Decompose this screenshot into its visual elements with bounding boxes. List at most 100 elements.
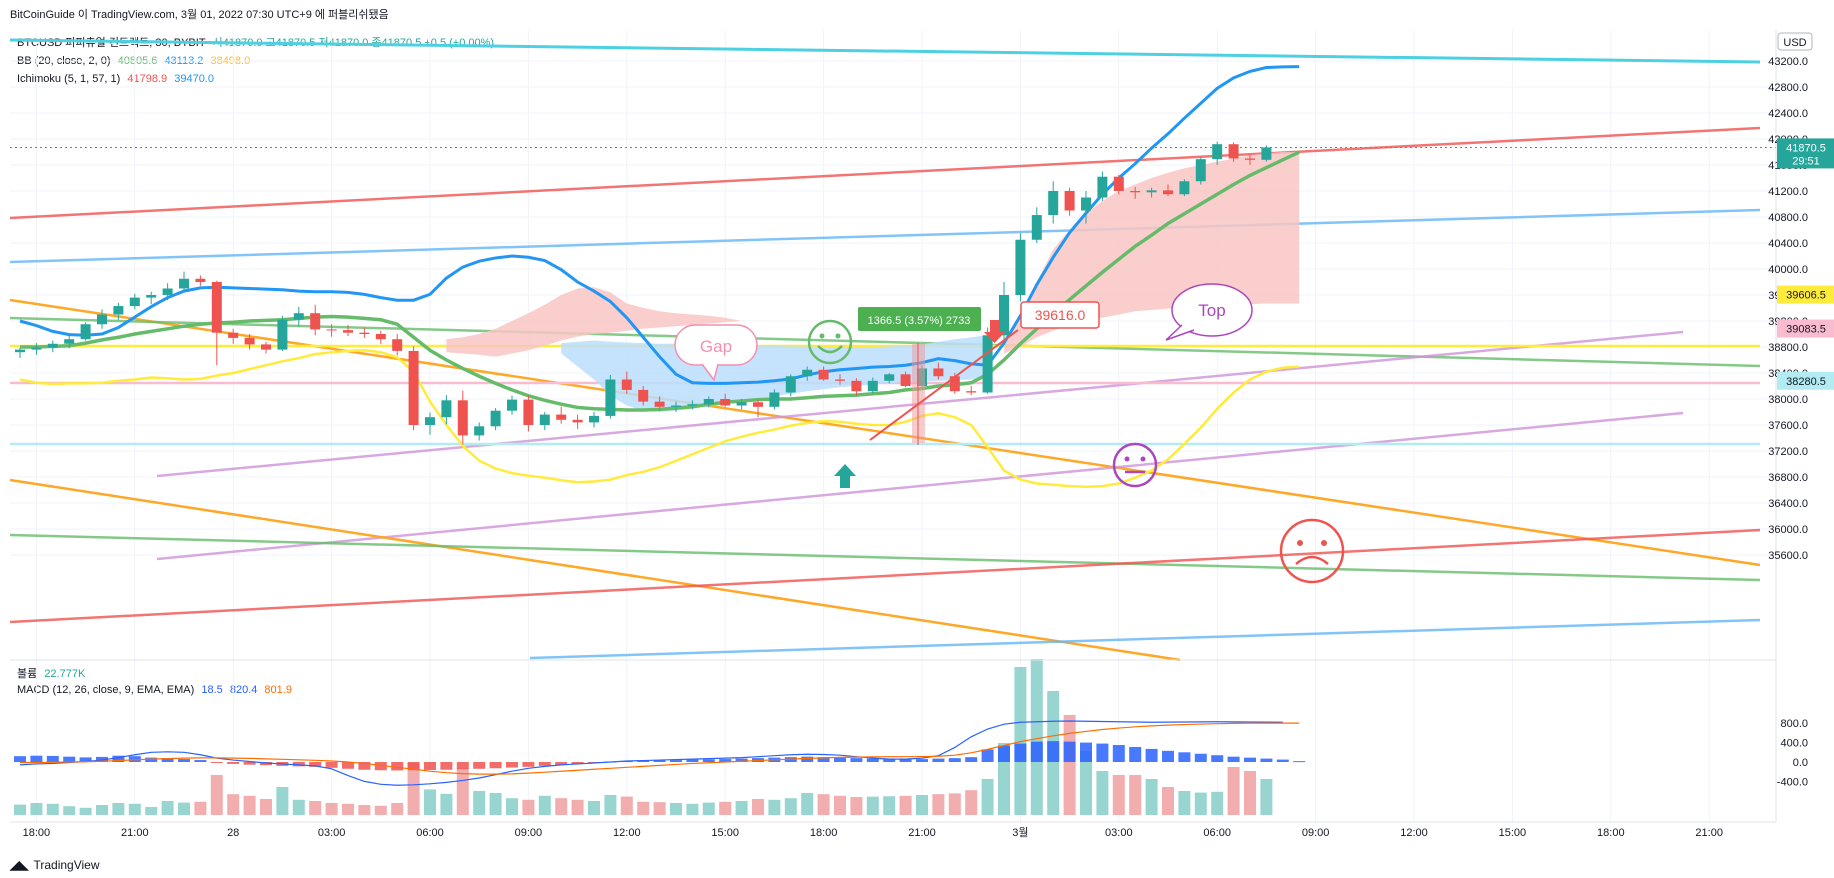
candle-up [507, 399, 517, 411]
top-callout: Top [1165, 283, 1253, 341]
price-tag-39616: 39616.0 [869, 301, 1100, 441]
footer: ◢◣ TradingView [10, 858, 100, 872]
macd-hist-bar [686, 759, 699, 762]
sad-face-icon [1279, 518, 1345, 584]
candle-up [490, 410, 501, 427]
candle-up [162, 288, 173, 295]
time-tick: 15:00 [711, 827, 739, 839]
candle-down [359, 332, 370, 334]
macd-hist-bar [735, 758, 748, 762]
macd-hist-bar [424, 762, 436, 771]
grid [10, 30, 1776, 822]
candle-up [539, 414, 550, 425]
candle-down [244, 337, 255, 345]
macd-hist-bar [440, 762, 453, 770]
candle-down [818, 369, 829, 380]
candle-down [654, 401, 665, 407]
volume-bar [1194, 792, 1207, 815]
volume-bar [145, 807, 158, 815]
macd-hist-bar [178, 759, 190, 762]
macd-tick: 400.0 [1780, 738, 1808, 750]
candle-up [425, 417, 435, 425]
candle-up [113, 306, 124, 315]
volume-bar [79, 807, 92, 815]
volume-bar [588, 801, 600, 815]
macd-hist-bar [1244, 757, 1256, 762]
candle-up [1146, 190, 1157, 193]
price-tick: 36000.0 [1768, 524, 1808, 536]
candle-up [867, 380, 878, 392]
time-axis: 18:00 21:00 28 03:00 06:00 09:00 12:00 15:00 18:… [23, 826, 1723, 839]
volume-bar [14, 804, 26, 815]
candle-down [572, 419, 583, 423]
volume-bar [932, 794, 945, 815]
macd-label[interactable]: MACD (12, 26, close, 9, EMA, EMA) [17, 684, 195, 696]
volume-value: 22.777K [44, 668, 86, 680]
volume-bar [883, 796, 896, 815]
macd-hist-bar [210, 762, 223, 763]
usd-badge[interactable]: USD [1777, 32, 1813, 51]
volume-bar [604, 795, 617, 815]
ichimoku-value-2: 39470.0 [174, 73, 214, 85]
trendline-blue-upper [9, 208, 1761, 264]
volume-legend: 볼륨 22.777K [17, 666, 292, 682]
macd-hist-bar [161, 758, 174, 762]
macd-line [19, 720, 1283, 786]
volume-bar [735, 801, 748, 815]
price-tag-text: 39616.0 [1035, 307, 1086, 323]
price-label-bg [1777, 371, 1834, 390]
candle-down [638, 389, 649, 402]
volume-label[interactable]: 볼륨 [17, 668, 38, 680]
candle-up [1212, 144, 1223, 160]
macd-hist-bar [719, 759, 732, 762]
macd-hist-bar [1063, 741, 1076, 762]
volume-bar [752, 799, 764, 815]
ichimoku-value-1: 41798.9 [127, 73, 168, 85]
volume-bar [1030, 659, 1043, 815]
volume-bar [948, 793, 961, 815]
volume-bar [1129, 775, 1142, 815]
time-tick: 21:00 [1695, 827, 1723, 839]
candle-down [375, 334, 386, 340]
tradingview-logo-icon[interactable]: ◢◣ [10, 858, 29, 872]
volume-bar [374, 805, 387, 815]
macd-hist-bar [63, 756, 76, 762]
candle-up [179, 278, 189, 289]
candle-down [228, 332, 239, 338]
volume-bar [1162, 787, 1174, 815]
macd-tick: 0.0 [1793, 757, 1808, 769]
macd-hist-bar [309, 762, 322, 767]
candle-up [1261, 147, 1272, 160]
macd-hist-bar [145, 757, 158, 762]
macd-hist-bar [1096, 743, 1109, 762]
volume-bar [1260, 779, 1273, 815]
candle-up [441, 400, 452, 418]
macd-hist-bar [866, 758, 879, 762]
time-tick: 21:00 [121, 827, 149, 839]
time-tick: 18:00 [23, 827, 51, 839]
candle-up [146, 295, 157, 298]
candle-down [1130, 191, 1141, 193]
volume-bar [850, 797, 863, 815]
volume-bar [440, 793, 453, 815]
price-label-bg [1777, 138, 1834, 169]
cloud-blue [561, 335, 988, 412]
macd-hist-bar [1080, 742, 1092, 762]
candle-up [1097, 176, 1108, 198]
ichimoku-label[interactable]: Ichimoku (5, 1, 57, 1) [17, 73, 121, 85]
footer-brand[interactable]: TradingView [33, 858, 100, 872]
macd-hist-bar [1276, 759, 1289, 762]
macd-hist-bar [194, 760, 207, 762]
candle-up [736, 402, 747, 406]
candle-up [687, 404, 698, 406]
price-axis: 35600.0 36000.0 36400.0 36800.0 37200.0 37600… [10, 30, 1834, 823]
price-label-bg [1777, 319, 1834, 338]
candle-down [343, 330, 353, 333]
macd-hist-bar [506, 762, 518, 768]
gap-text: Gap [700, 337, 732, 356]
volume-bar [1014, 667, 1027, 815]
trendline-red-upper [9, 126, 1761, 220]
volume-bar [702, 802, 715, 815]
macd-hist-bar [1211, 755, 1224, 762]
